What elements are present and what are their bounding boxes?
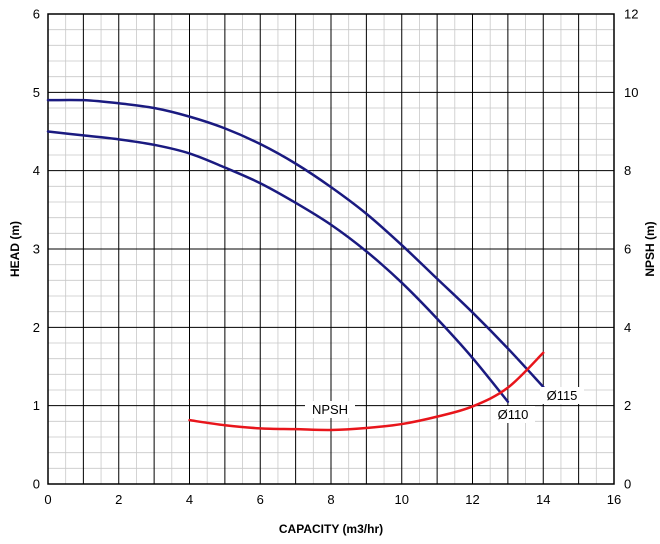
curve-label-d110: Ø110 [498, 407, 529, 422]
plot-frame [47, 13, 615, 485]
y2-tick-label: 10 [624, 85, 638, 100]
y2-tick-labels: 0 2 4 6 8 10 12 [624, 7, 638, 492]
y2-tick-label: 4 [624, 320, 631, 335]
curve-labels: Ø115 Ø110 NPSH [305, 387, 584, 423]
x-tick-label: 16 [607, 492, 621, 507]
y2-tick-label: 2 [624, 398, 631, 413]
curve-label-bg [540, 387, 584, 404]
x-tick-label: 4 [186, 492, 193, 507]
x-tick-label: 10 [395, 492, 409, 507]
curve-label-d115: Ø115 [547, 388, 578, 403]
y-tick-label: 3 [33, 242, 40, 257]
x-tick-label: 6 [257, 492, 264, 507]
y-tick-label: 5 [33, 85, 40, 100]
x-tick-label: 2 [115, 492, 122, 507]
curve-d115 [46, 98, 545, 389]
y2-axis-title: NPSH (m) [643, 221, 657, 276]
x-tick-label: 12 [465, 492, 479, 507]
y-axis-title: HEAD (m) [8, 221, 22, 277]
y-tick-label: 1 [33, 398, 40, 413]
y-tick-label: 0 [33, 477, 40, 492]
y2-tick-label: 12 [624, 7, 638, 22]
major-grid [48, 14, 614, 484]
y2-tick-label: 0 [624, 477, 631, 492]
x-tick-labels: 0 2 4 6 8 10 12 14 16 [44, 492, 621, 507]
y2-tick-label: 6 [624, 242, 631, 257]
curve-npsh [188, 351, 545, 432]
y-tick-label: 6 [33, 7, 40, 22]
y-tick-labels: 0 1 2 3 4 5 6 [33, 7, 40, 492]
y-tick-label: 4 [33, 163, 40, 178]
curves [46, 98, 545, 432]
x-tick-label: 14 [536, 492, 550, 507]
curve-label-bg [305, 401, 355, 418]
y2-tick-label: 8 [624, 163, 631, 178]
x-axis-title: CAPACITY (m3/hr) [279, 522, 383, 536]
curve-label-npsh: NPSH [312, 402, 348, 417]
x-tick-label: 8 [327, 492, 334, 507]
y-tick-label: 2 [33, 320, 40, 335]
curve-label-bg [491, 406, 535, 423]
x-tick-label: 0 [44, 492, 51, 507]
curve-d110 [46, 130, 510, 403]
